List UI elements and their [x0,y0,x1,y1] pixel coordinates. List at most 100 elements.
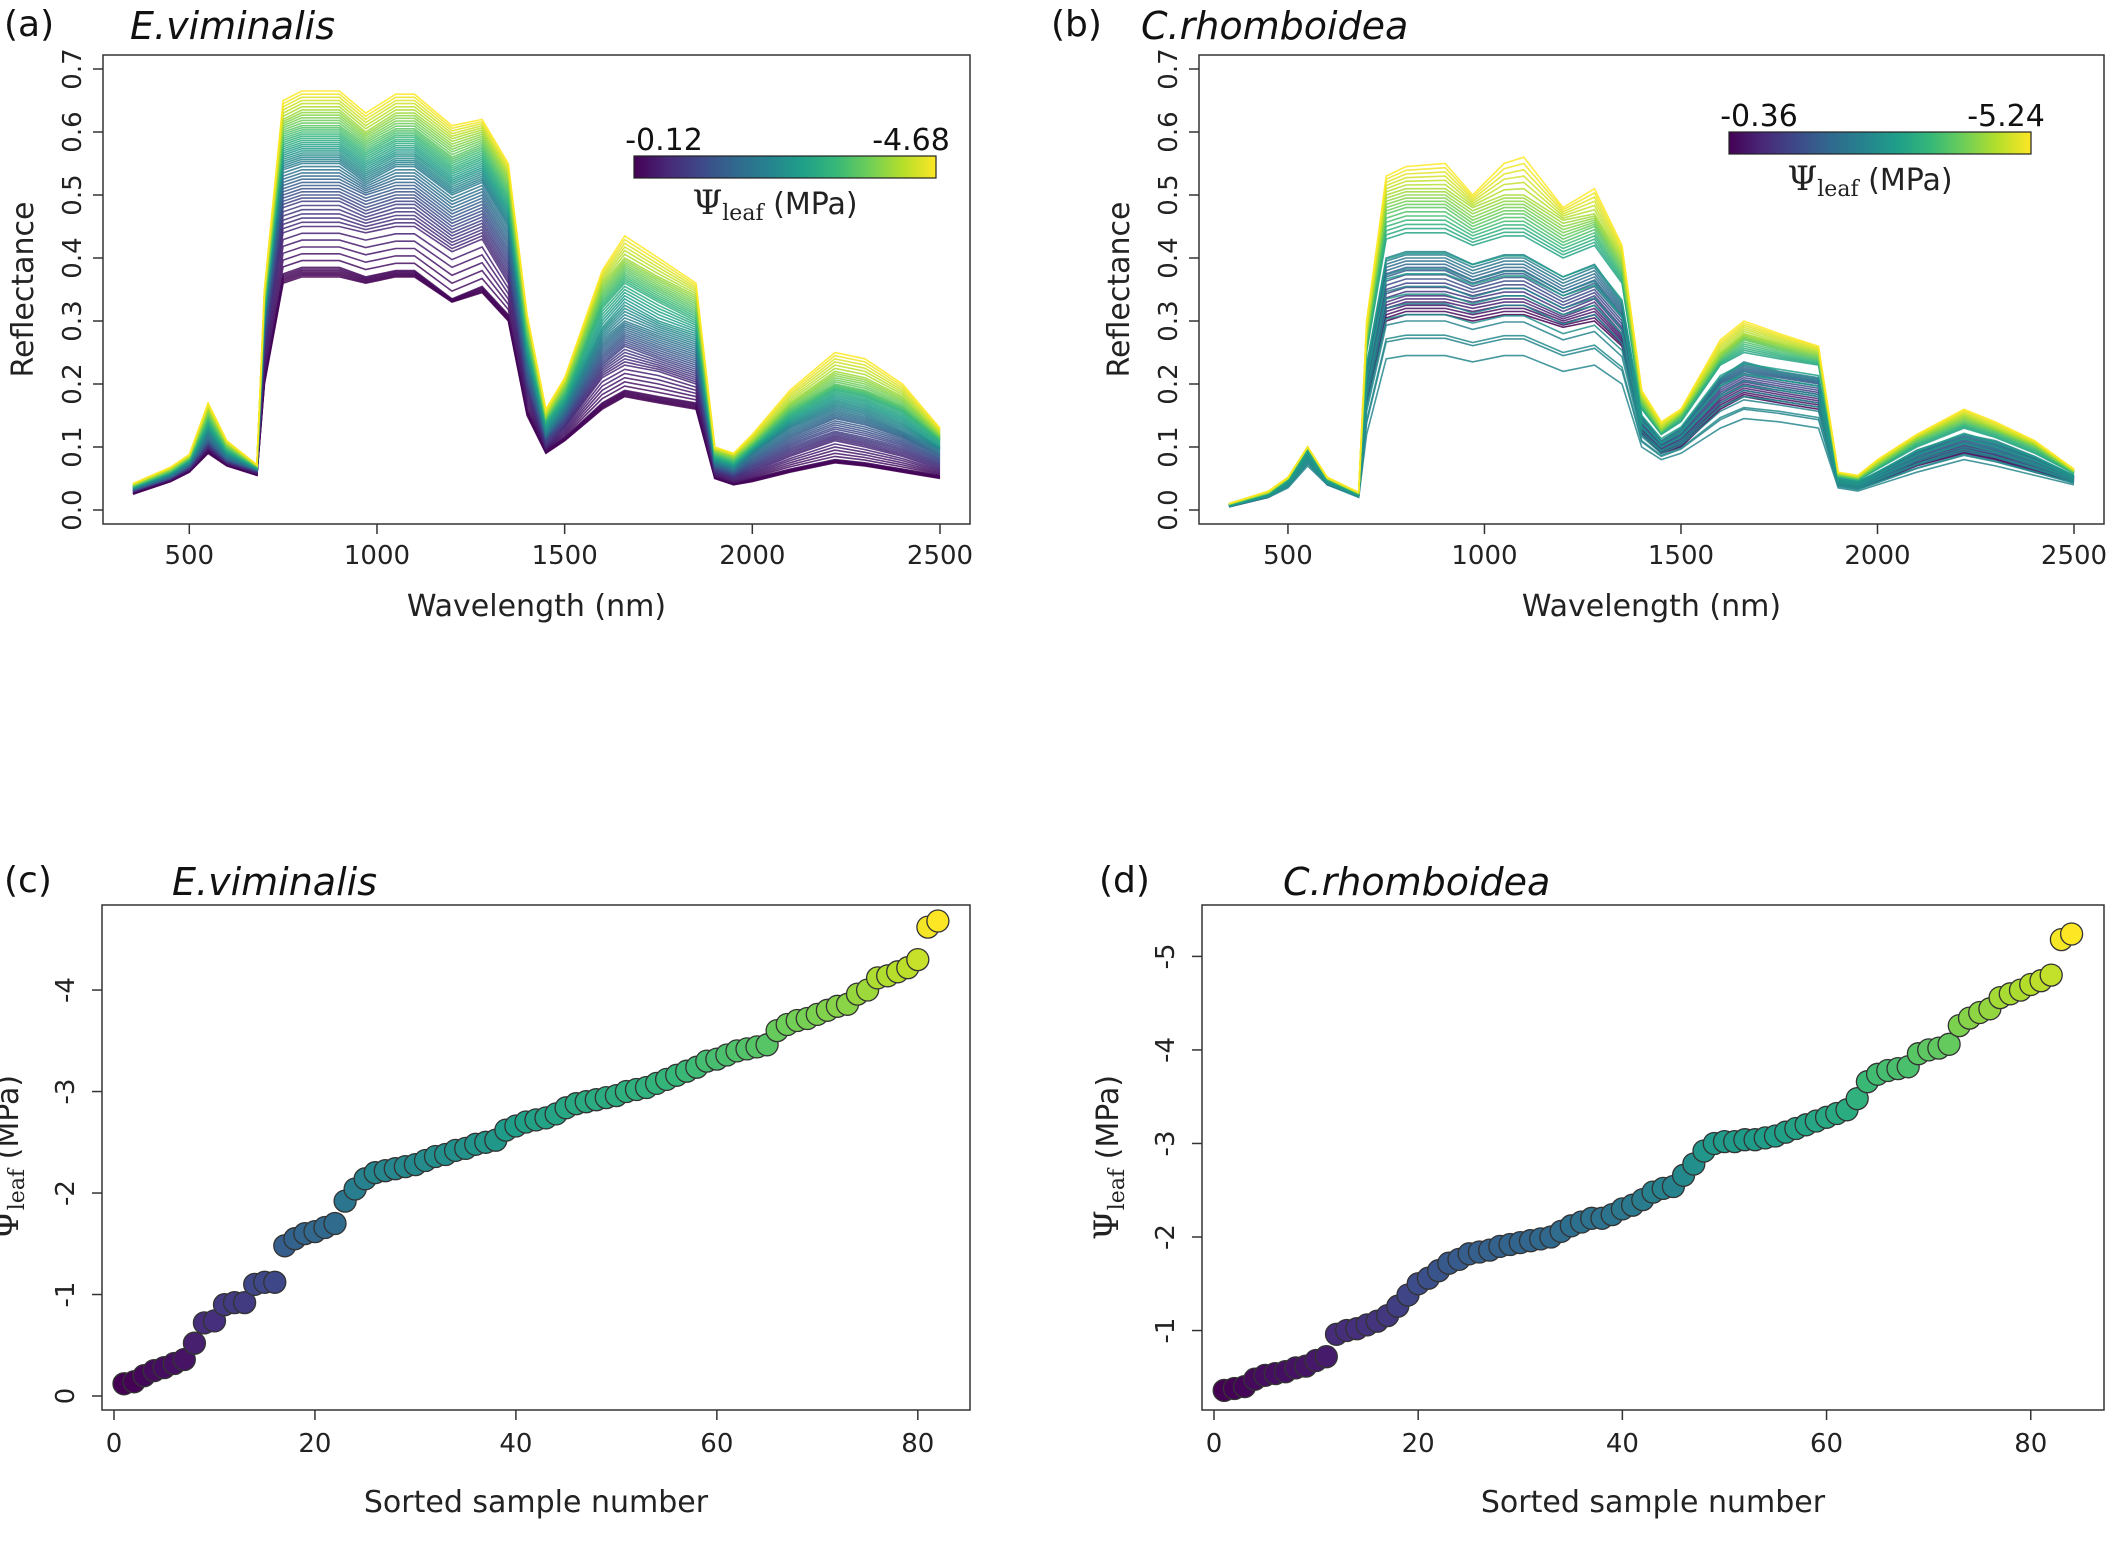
psi-unit: (MPa) [764,187,858,222]
y-tick-label: 0.4 [58,237,88,278]
y-tick-label: -5 [1151,943,1181,969]
spectrum-line [1228,215,2075,506]
plot-frame [1201,904,2105,1411]
y-tick-label: 0.2 [1154,363,1184,404]
psi-subscript: leaf [1105,1167,1130,1210]
y-axis-title: Reflectance [6,202,41,378]
plot-frame [1198,54,2105,525]
x-tick-label: 1000 [344,541,410,571]
scatter-point [906,947,930,972]
scatter-points [1212,922,2084,1403]
x-tick-label: 0 [106,1429,123,1459]
x-axis-title: Wavelength (nm) [1522,589,1781,624]
y-tick-label: -4 [1151,1037,1181,1063]
psi-unit: (MPa) [1859,163,1953,198]
x-tick-label: 2000 [719,541,785,571]
psi-symbol: Ψ [1087,1210,1127,1240]
psi-symbol: Ψ [1787,159,1817,199]
spectrum-line [132,204,941,492]
spectra-lines [1228,156,2075,508]
scatter-points [112,909,950,1396]
plot-frame [101,904,971,1411]
spectra-lines [132,90,941,496]
y-tick-label: 0.0 [58,489,88,530]
panel-label: (c) [4,860,52,901]
scatter-point [323,1211,347,1236]
spectrum-line [1228,293,2075,507]
spectrum-line [1228,252,2075,507]
scatter-point [1937,1032,1961,1056]
species-title: E.viminalis [172,860,377,904]
x-tick-label: 80 [901,1429,934,1459]
scatter-point [263,1270,287,1294]
x-axis-title: Wavelength (nm) [407,589,666,624]
y-axis-title: Ψleaf (MPa) [1087,1075,1130,1240]
scatter-chart-c: 0 20 40 60 80 0 -1 -2 -3 -4 Sorted sample number Ψl… [0,904,971,1520]
scatter-point [926,909,950,933]
x-tick-label: 1500 [1648,541,1714,571]
psi-subscript: leaf [1817,177,1860,202]
x-tick-label: 1500 [532,541,598,571]
y-tick-label: -3 [51,1079,81,1105]
y-tick-label: 0 [51,1388,81,1405]
spectrum-line [1228,269,2075,507]
x-tick-label: 40 [1606,1429,1639,1459]
y-tick-label: 0.0 [1154,489,1184,530]
spectrum-line [1228,298,2075,508]
spectrum-line [132,221,941,492]
psi-symbol: Ψ [692,183,722,223]
x-axis-title: Sorted sample number [1481,1485,1826,1520]
spectrum-line [132,217,941,492]
y-tick-label: 0.4 [1154,237,1184,278]
spectrum-line [1228,266,2075,507]
psi-subscript: leaf [5,1167,30,1210]
psi-subscript: leaf [722,201,765,226]
y-tick-label: -1 [1151,1318,1181,1344]
axis-title-text: Ψleaf (MPa) [1787,159,1952,202]
y-tick-label: 0.1 [58,426,88,467]
spectrum-line [1228,250,2075,506]
x-tick-label: 500 [164,541,214,571]
spectrum-line [1228,286,2075,507]
species-title: C.rhomboidea [1283,860,1551,904]
panel-label: (b) [1051,4,1102,45]
spectrum-line [132,200,941,492]
spectrum-line [1228,295,2075,507]
x-tick-label: 20 [298,1429,331,1459]
x-tick-label: 1000 [1451,541,1517,571]
spectra-chart-a: 500 1000 1500 2000 2500 0.0 0.1 0.2 0.3 0.4 0.5 0.6… [6,48,973,624]
y-tick-label: -1 [51,1282,81,1308]
axis-title-text: Ψleaf (MPa) [1087,1075,1130,1240]
y-tick-label: -3 [1151,1131,1181,1157]
x-tick-label: 2500 [2041,541,2107,571]
spectrum-line [1228,273,2075,507]
psi-symbol: Ψ [0,1210,27,1240]
panel-b-spectra: (b) C.rhomboidea 500 1000 1500 2000 2500 0.0 0… [1051,0,2118,624]
x-tick-label: 20 [1402,1429,1435,1459]
x-tick-label: 60 [700,1429,733,1459]
colorbar-min-label: -0.12 [625,123,703,158]
spectrum-line [1228,219,2075,506]
spectrum-line [1228,257,2075,506]
y-tick-label: -2 [1151,1224,1181,1250]
axis-title-text: Ψleaf (MPa) [692,183,857,226]
spectrum-line [1228,223,2075,506]
y-tick-label: 0.3 [58,300,88,341]
spectra-chart-b: 500 1000 1500 2000 2500 0.0 0.1 0.2 0.3 0.4 0.5 0.6… [1102,48,2107,624]
y-axis-title: Ψleaf (MPa) [0,1075,30,1240]
panel-label: (a) [4,4,55,45]
y-tick-label: 0.2 [58,363,88,404]
scatter-point [2039,963,2063,987]
panel-c-scatter: (c) E.viminalis 0 20 40 60 80 0 -1 -2 -3 -4 Sorted… [0,860,1059,1545]
scatter-point [1845,1086,1869,1111]
colorbar-max-label: -4.68 [872,123,950,158]
colorbar-title: Ψleaf (MPa) [1787,159,1952,202]
y-tick-label: -2 [51,1180,81,1206]
y-tick-label: 0.1 [1154,426,1184,467]
y-tick-label: -4 [51,977,81,1003]
y-tick-label: 0.5 [1154,174,1184,215]
scatter-point [182,1331,207,1355]
plot-frame [102,54,971,525]
spectrum-line [1228,301,2075,508]
y-tick-label: 0.7 [1154,48,1184,89]
